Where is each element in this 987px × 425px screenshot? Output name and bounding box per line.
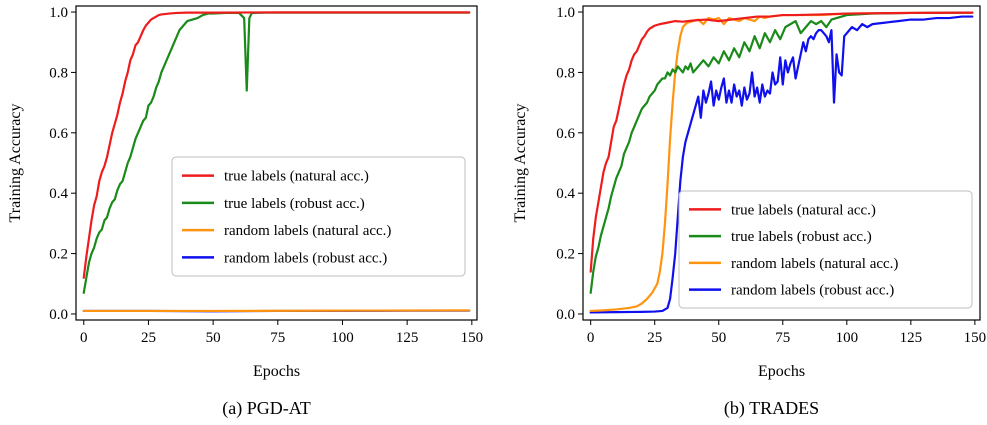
legend-label: random labels (robust acc.) [224,250,387,266]
x-tick-label: 125 [396,330,419,346]
y-tick-label: 0.6 [556,126,575,142]
legend-label: random labels (natural acc.) [731,256,898,272]
series-group [82,11,471,313]
legend-label: true labels (natural acc.) [224,169,369,185]
plot-frame [582,5,981,321]
legend-label: random labels (robust acc.) [731,283,894,299]
series-line-0 [82,11,471,279]
series-line-1 [589,11,974,294]
series-group [589,11,974,314]
y-tick-label: 0.8 [556,65,575,81]
legend-label: random labels (natural acc.) [224,223,391,239]
y-tick-label: 1.0 [556,5,575,21]
x-tick-label: 150 [964,330,987,346]
y-tick-label: 0.4 [556,186,575,202]
y-tick-label: 0.4 [49,186,68,202]
x-tick-label: 50 [206,330,221,346]
x-axis-label: Epochs [758,363,805,380]
legend: true labels (natural acc.) true labels (r… [171,156,466,277]
y-tick-label: 0.8 [49,65,68,81]
x-tick-label: 100 [836,330,859,346]
y-tick-label: 0.0 [556,307,575,323]
y-tick-label: 0.2 [556,247,575,263]
y-tick-label: 0.0 [49,307,68,323]
x-tick-label: 25 [141,330,156,346]
y-tick-label: 0.6 [49,126,68,142]
x-tick-label: 125 [900,330,923,346]
x-tick-label: 150 [461,330,484,346]
y-axis-label: Training Accuracy [512,104,529,223]
x-tick-label: 75 [775,330,790,346]
x-axis-label: Epochs [253,363,300,380]
x-tick-label: 50 [711,330,726,346]
legend-box [678,190,973,309]
panel-caption: (a) PGD-AT [222,398,310,419]
y-axis-label: Training Accuracy [7,104,24,223]
y-tick-label: 0.2 [49,247,68,263]
chart-trades: 0.0 0.2 0.4 0.6 0.8 1.0 0 25 50 75 100 125 150 Epochs… [512,5,986,419]
series-line-0 [589,11,974,273]
x-tick-label: 25 [647,330,662,346]
x-tick-label: 100 [331,330,354,346]
panel-caption: (b) TRADES [724,398,819,419]
legend-label: true labels (robust acc.) [224,196,365,212]
y-tick-label: 1.0 [49,5,68,21]
chart-pgd-at: 0.0 0.2 0.4 0.6 0.8 1.0 0 25 50 75 100 125 150 Epochs… [7,5,483,419]
plot-frame [75,5,478,321]
x-tick-label: 0 [80,330,88,346]
legend: true labels (natural acc.) true labels (r… [678,190,973,309]
legend-label: true labels (robust acc.) [731,229,872,245]
x-tick-label: 0 [587,330,595,346]
legend-label: true labels (natural acc.) [731,202,876,218]
x-tick-label: 75 [270,330,285,346]
series-line-2 [82,309,471,313]
series-line-3 [589,15,974,314]
legend-box [171,156,466,277]
